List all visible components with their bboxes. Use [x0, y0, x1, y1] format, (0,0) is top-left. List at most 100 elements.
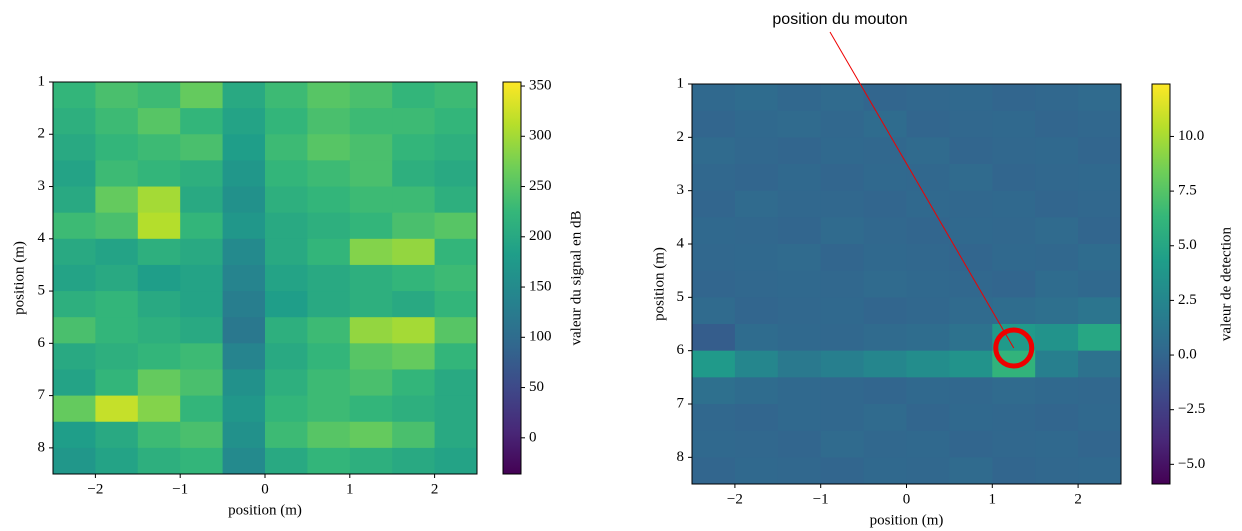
heatmap-cell	[222, 421, 266, 449]
heatmap-cell	[222, 343, 266, 370]
x-tick-label: 2	[1074, 491, 1082, 507]
heatmap-cell	[307, 186, 351, 214]
y-tick-label: 6	[677, 342, 685, 358]
heatmap-cell	[392, 160, 436, 188]
heatmap-cell	[692, 244, 736, 272]
heatmap-cell	[1035, 137, 1079, 165]
heatmap-cell	[222, 212, 266, 240]
heatmap-cell	[1035, 244, 1079, 272]
heatmap-cell	[349, 421, 393, 449]
heatmap-cell	[1078, 190, 1122, 218]
heatmap-cell	[992, 270, 1036, 298]
heatmap-cell	[1078, 377, 1122, 405]
heatmap-cell	[349, 82, 393, 109]
heatmap-cell	[692, 457, 736, 485]
colorbar-tick-label: 7.5	[1178, 183, 1197, 199]
heatmap-cell	[863, 244, 907, 272]
heatmap-cell	[349, 369, 393, 397]
heatmap-cell	[734, 297, 779, 325]
heatmap-cell	[820, 164, 865, 192]
heatmap-cell	[820, 137, 865, 165]
heatmap-cell	[692, 404, 736, 432]
heatmap-cell	[392, 317, 436, 344]
heatmap-cell	[137, 447, 181, 475]
heatmap-cell	[265, 212, 308, 240]
heatmap-cell	[137, 343, 181, 370]
heatmap-cell	[949, 137, 993, 165]
heatmap-cell	[906, 297, 950, 325]
heatmap-cell	[95, 212, 139, 240]
heatmap-cell	[137, 108, 181, 135]
heatmap-cell	[777, 84, 822, 112]
heatmap-cell	[53, 264, 96, 292]
heatmap-cell	[53, 447, 96, 475]
heatmap-cell	[265, 134, 308, 161]
heatmap-cell	[222, 317, 266, 344]
heatmap-cell	[949, 84, 993, 112]
heatmap-cell	[222, 447, 266, 475]
heatmap-cell	[434, 369, 478, 397]
heatmap-cell	[692, 164, 736, 192]
heatmap-cell	[307, 212, 351, 240]
y-tick-label: 4	[38, 230, 46, 246]
colorbar-tick-label: 2.5	[1178, 292, 1197, 308]
y-tick-label: 8	[38, 439, 46, 455]
heatmap-cell	[137, 291, 181, 318]
heatmap-cell	[906, 324, 950, 352]
heatmap-cell	[992, 430, 1036, 458]
heatmap-cell	[307, 291, 351, 318]
heatmap-cell	[222, 108, 266, 135]
heatmap-cell	[820, 297, 865, 325]
annotation-circle	[993, 327, 1035, 369]
heatmap-cell	[734, 350, 779, 378]
heatmap-cell	[863, 457, 907, 485]
heatmap-cell	[863, 404, 907, 432]
heatmap-cell	[777, 244, 822, 272]
heatmap-cell	[777, 457, 822, 485]
heatmap-cell	[863, 217, 907, 245]
heatmap-cell	[734, 190, 779, 218]
colorbar-tick-label: −5.0	[1178, 456, 1205, 472]
x-tick-label: 0	[261, 481, 269, 497]
heatmap-cell	[1035, 217, 1079, 245]
heatmap-cell	[95, 264, 139, 292]
heatmap-cell	[95, 186, 139, 214]
x-tick-label: 2	[431, 481, 439, 497]
heatmap-cell	[434, 421, 478, 449]
heatmap-cell	[906, 377, 950, 405]
heatmap-cell	[734, 84, 779, 112]
heatmap-cell	[307, 264, 351, 292]
heatmap-cell	[349, 160, 393, 188]
heatmap-cell	[392, 186, 436, 214]
heatmap-cell	[906, 164, 950, 192]
heatmap-cell	[307, 82, 351, 109]
y-tick-label: 5	[38, 283, 46, 299]
heatmap-cell	[434, 317, 478, 344]
heatmap-cell	[53, 160, 96, 188]
heatmap-cell	[692, 430, 736, 458]
heatmap-cell	[863, 164, 907, 192]
heatmap-cell	[820, 84, 865, 112]
heatmap-cell	[777, 297, 822, 325]
heatmap-cell	[265, 108, 308, 135]
heatmap-cell	[392, 134, 436, 161]
heatmap-cell	[265, 395, 308, 423]
colorbar-tick-label: 200	[529, 228, 552, 244]
heatmap-cell	[180, 395, 224, 423]
heatmap-cell	[180, 82, 224, 109]
heatmap-cell	[307, 447, 351, 475]
heatmap-cell	[137, 264, 181, 292]
heatmap-cell	[1035, 457, 1079, 485]
heatmap-cell	[434, 343, 478, 370]
heatmap-cell	[95, 369, 139, 397]
heatmap-cell	[222, 291, 266, 318]
heatmap-cell	[777, 430, 822, 458]
heatmap-cell	[992, 164, 1036, 192]
heatmap-cell	[692, 350, 736, 378]
heatmap-cell	[265, 82, 308, 109]
heatmap-cell	[180, 238, 224, 266]
heatmap-cell	[307, 108, 351, 135]
x-tick-label: 0	[903, 491, 911, 507]
heatmap-cell	[1078, 404, 1122, 432]
heatmap-cell	[1035, 270, 1079, 298]
